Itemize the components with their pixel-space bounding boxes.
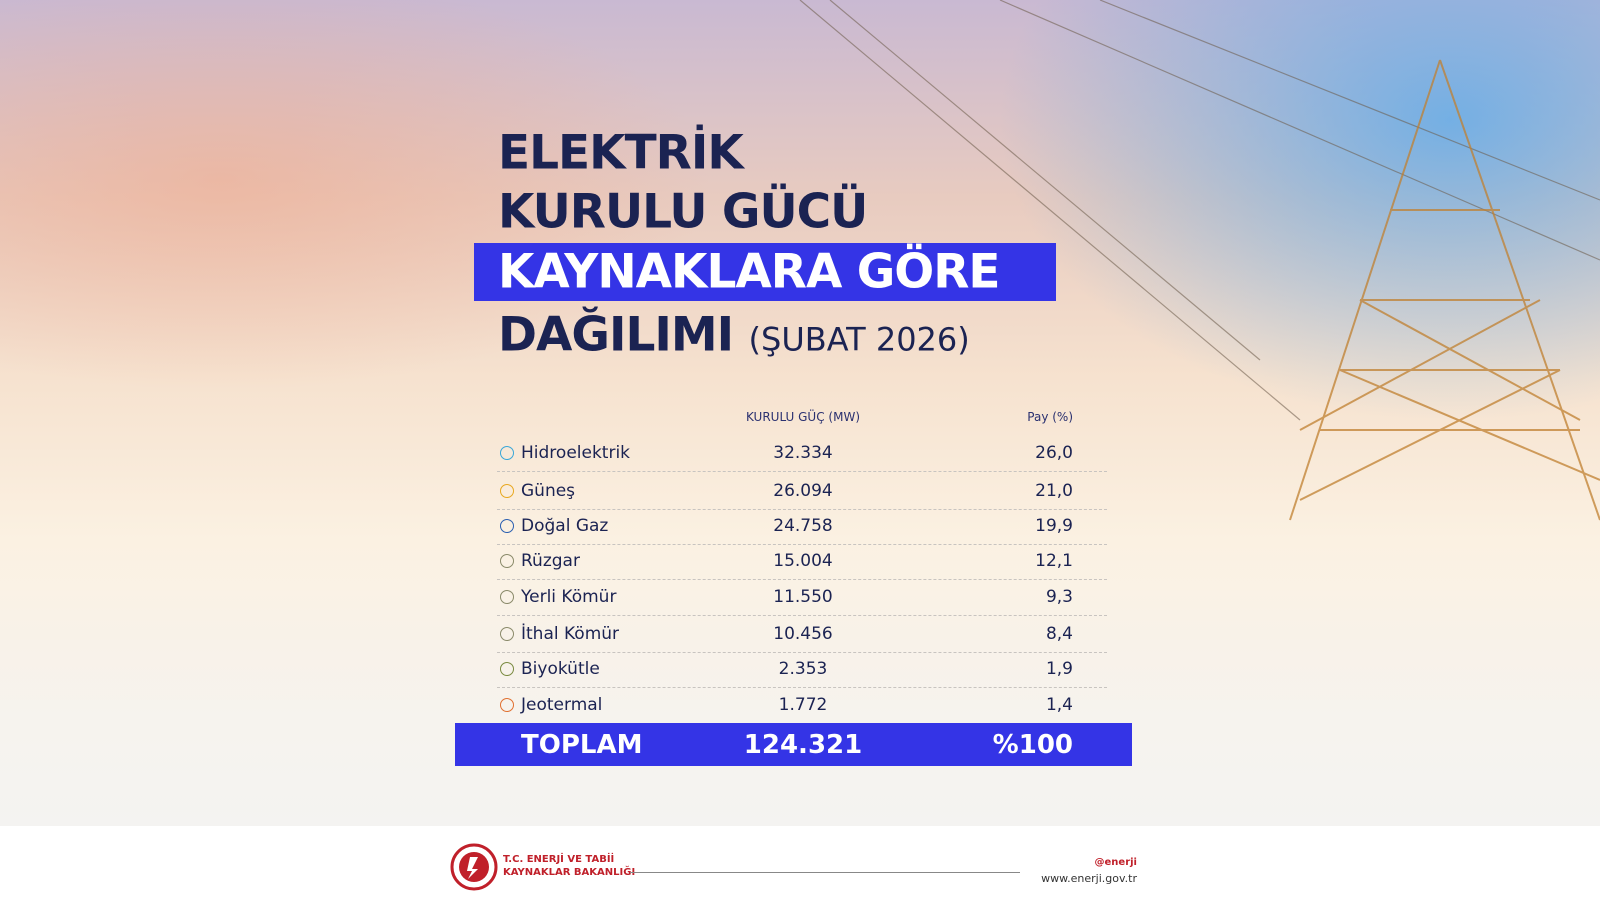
ministry-logo: [450, 843, 498, 891]
title-line: DAĞILIMI (ŞUBAT 2026): [498, 312, 970, 359]
website: www.enerji.gov.tr: [1041, 872, 1137, 885]
ministry-name: KAYNAKLAR BAKANLIĞI: [503, 867, 636, 878]
row-icon: [500, 662, 514, 676]
row-separator: [497, 615, 1107, 616]
share: 26,0: [1035, 443, 1073, 463]
ministry-name: T.C. ENERJİ VE TABİİ: [503, 854, 615, 865]
installed-mw: 2.353: [778, 659, 828, 679]
share: 8,4: [1045, 624, 1073, 644]
power-lines: [799, 0, 1600, 521]
installed-mw: 26.094: [773, 481, 833, 501]
column-header: Pay (%): [1027, 410, 1073, 424]
total-bar: [455, 723, 1132, 766]
share: 1,9: [1045, 659, 1073, 679]
row-icon: [500, 627, 514, 641]
source-name: Güneş: [521, 481, 576, 501]
share: 19,9: [1035, 516, 1073, 536]
row-separator: [497, 471, 1107, 472]
total-label: TOPLAM: [521, 730, 643, 760]
source-name: İthal Kömür: [521, 624, 620, 644]
source-name: Jeotermal: [521, 695, 603, 715]
row-icon: [500, 446, 514, 460]
source-name: Hidroelektrik: [521, 443, 631, 463]
footer: T.C. ENERJİ VE TABİİ KAYNAKLAR BAKANLIĞI…: [0, 826, 1600, 900]
title-line: KURULU GÜCÜ: [498, 184, 868, 240]
source-name: Doğal Gaz: [521, 516, 609, 536]
title-highlight: [474, 243, 1056, 301]
subtitle: (ŞUBAT 2026): [748, 320, 970, 359]
row-separator: [497, 509, 1107, 510]
divider: [630, 872, 1020, 873]
share: 9,3: [1045, 587, 1073, 607]
installed-mw: 15.004: [773, 551, 833, 571]
share: 12,1: [1035, 551, 1073, 571]
source-name: Rüzgar: [521, 551, 580, 571]
row-icon: [500, 554, 514, 568]
installed-mw: 24.758: [773, 516, 833, 536]
installed-mw: 10.456: [773, 624, 833, 644]
row-separator: [497, 687, 1107, 688]
installed-mw: 1.772: [778, 695, 828, 715]
social-handle: @enerji: [1094, 857, 1137, 868]
column-header: KURULU GÜÇ (MW): [746, 410, 860, 424]
installed-mw: 32.334: [773, 443, 833, 463]
source-name: Yerli Kömür: [521, 587, 617, 607]
row-icon: [500, 484, 514, 498]
row-icon: [500, 698, 514, 712]
installed-mw: 11.550: [773, 587, 833, 607]
total-share: %100: [992, 730, 1073, 760]
row-icon: [500, 519, 514, 533]
row-icon: [500, 590, 514, 604]
total-mw: 124.321: [743, 730, 863, 760]
title-line: KAYNAKLARA GÖRE: [498, 244, 1001, 300]
title-line: DAĞILIMI: [498, 307, 734, 363]
share: 21,0: [1035, 481, 1073, 501]
row-separator: [497, 544, 1107, 545]
title-line: ELEKTRİK: [498, 125, 744, 181]
share: 1,4: [1045, 695, 1073, 715]
row-separator: [497, 652, 1107, 653]
source-name: Biyokütle: [521, 659, 600, 679]
row-separator: [497, 579, 1107, 580]
